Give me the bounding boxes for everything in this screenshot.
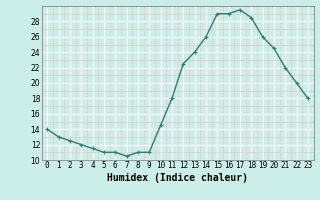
X-axis label: Humidex (Indice chaleur): Humidex (Indice chaleur)	[107, 173, 248, 183]
